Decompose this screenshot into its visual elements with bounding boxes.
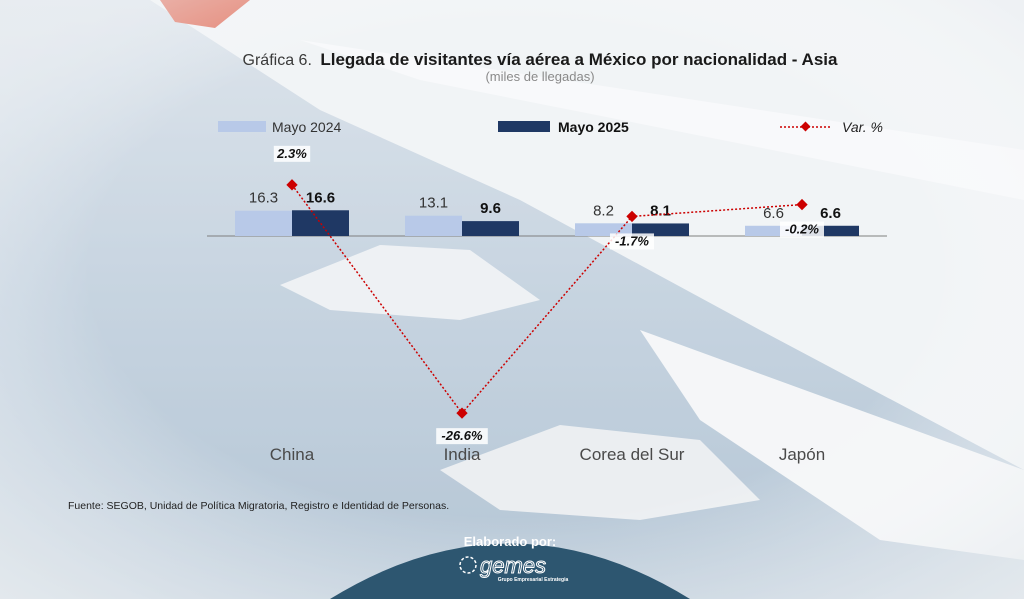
var-label-bg [273, 145, 311, 162]
footer-label: Elaborado por: [464, 534, 556, 549]
value-label-mayo-2025: 8.1 [650, 202, 671, 219]
category-label: China [270, 445, 315, 464]
legend-swatch-mayo-2024 [218, 121, 266, 132]
legend-swatch-mayo-2025 [498, 121, 550, 132]
value-label-mayo-2024: 6.6 [763, 205, 784, 222]
chart-subtitle: (miles de llegadas) [485, 69, 594, 84]
value-label-mayo-2025: 9.6 [480, 200, 501, 217]
var-point [626, 210, 638, 223]
bar-mayo-2024 [235, 210, 292, 236]
plot-area: 16.3 16.6 China 13.1 9.6 India 8.2 8.1 Corea del… [207, 145, 887, 464]
chart-title-prefix: Gráfica 6. [243, 52, 312, 69]
legend-label-mayo-2025: Mayo 2025 [558, 119, 629, 135]
var-label: -0.2% [785, 222, 819, 237]
footer-badge-shape [330, 543, 690, 599]
value-label-mayo-2024: 8.2 [593, 202, 614, 219]
chart-title: Gráfica 6. Llegada de visitantes vía aér… [243, 50, 838, 69]
bar-mayo-2024 [405, 215, 462, 236]
source-note: Fuente: SEGOB, Unidad de Política Migrat… [68, 500, 449, 512]
category-label: India [444, 445, 481, 464]
legend: Mayo 2024 Mayo 2025 Var. % [218, 119, 883, 135]
footer-badge: Elaborado por: gemes Grupo Empresarial E… [330, 534, 690, 599]
legend-label-mayo-2024: Mayo 2024 [272, 119, 341, 135]
bar-mayo-2025 [462, 221, 519, 236]
logo-subtitle: Grupo Empresarial Estrategia [498, 577, 569, 583]
bar-mayo-2024 [745, 225, 802, 236]
var-label-bg [436, 428, 488, 445]
logo-ring-icon [459, 556, 477, 574]
var-label-bg [780, 221, 824, 238]
category-label: Japón [779, 445, 825, 464]
legend-label-var: Var. % [842, 119, 883, 135]
logo-text: gemes [480, 553, 546, 578]
legend-marker-var [800, 121, 811, 132]
value-label-mayo-2024: 16.3 [249, 190, 278, 207]
value-label-mayo-2024: 13.1 [419, 195, 448, 212]
value-label-mayo-2025: 6.6 [820, 205, 841, 222]
var-label: 2.3% [276, 146, 307, 161]
var-point [796, 198, 808, 211]
bar-mayo-2025 [292, 210, 349, 236]
var-label: -26.6% [441, 428, 483, 443]
var-label: -1.7% [615, 233, 649, 248]
value-label-mayo-2025: 16.6 [306, 189, 335, 206]
var-line [291, 184, 803, 415]
var-point [286, 179, 298, 191]
category-label: Corea del Sur [580, 445, 685, 464]
var-label-bg [610, 233, 654, 250]
bar-mayo-2025 [632, 223, 689, 236]
chart-title-main: Llegada de visitantes vía aérea a México… [320, 50, 838, 69]
var-point [456, 407, 468, 419]
bar-mayo-2025 [802, 225, 859, 236]
bar-mayo-2024 [575, 223, 632, 236]
